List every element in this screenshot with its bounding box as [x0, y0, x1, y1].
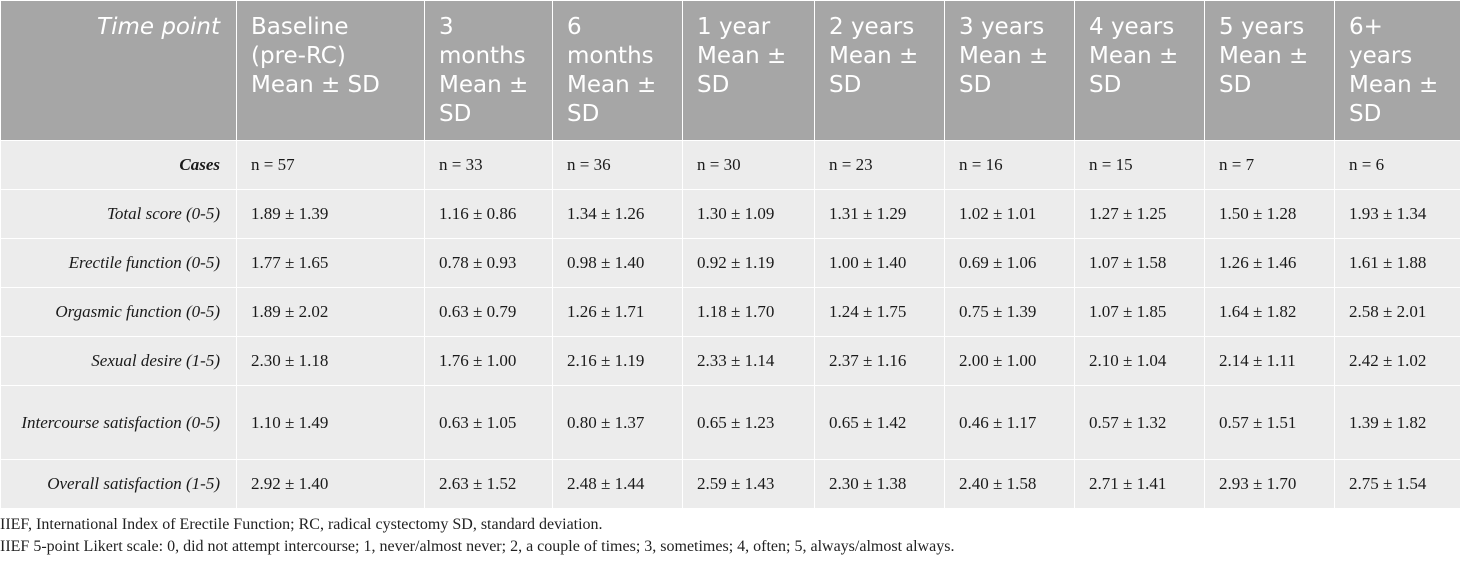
- table-cell: 0.75 ± 1.39: [944, 287, 1075, 337]
- table-cell: 1.64 ± 1.82: [1204, 287, 1335, 337]
- table-cell: 0.65 ± 1.42: [814, 385, 945, 460]
- table-cell: 1.07 ± 1.85: [1074, 287, 1205, 337]
- row-label: Intercourse satisfaction (0-5): [0, 385, 237, 460]
- table-cell: n = 30: [682, 140, 815, 190]
- header-2-years: 2 years Mean ± SD: [814, 0, 945, 141]
- table-cell: 1.27 ± 1.25: [1074, 189, 1205, 239]
- header-3-years: 3 years Mean ± SD: [944, 0, 1075, 141]
- table-row: Sexual desire (1-5) 2.30 ± 1.18 1.76 ± 1.0…: [0, 336, 1460, 386]
- table-row: Total score (0-5) 1.89 ± 1.39 1.16 ± 0.86 1…: [0, 189, 1460, 239]
- table-cell: n = 33: [424, 140, 553, 190]
- table-cell: 2.16 ± 1.19: [552, 336, 683, 386]
- table-cell: 2.63 ± 1.52: [424, 459, 553, 509]
- table-footnotes: IIEF, International Index of Erectile Fu…: [0, 514, 1460, 558]
- table-body: Cases n = 57 n = 33 n = 36 n = 30 n = 23 n = 1…: [0, 140, 1460, 509]
- table-cell: 0.63 ± 1.05: [424, 385, 553, 460]
- table-cell: 1.89 ± 1.39: [236, 189, 425, 239]
- table-cell: 2.37 ± 1.16: [814, 336, 945, 386]
- table-cell: 0.78 ± 0.93: [424, 238, 553, 288]
- header-4-years: 4 years Mean ± SD: [1074, 0, 1205, 141]
- table-cell: 2.30 ± 1.38: [814, 459, 945, 509]
- table-cell: 1.10 ± 1.49: [236, 385, 425, 460]
- table-cell: n = 57: [236, 140, 425, 190]
- header-6-months: 6 months Mean ± SD: [552, 0, 683, 141]
- row-label: Erectile function (0-5): [0, 238, 237, 288]
- table-cell: 1.00 ± 1.40: [814, 238, 945, 288]
- footnote-abbreviations: IIEF, International Index of Erectile Fu…: [0, 516, 603, 533]
- table-cell: 1.18 ± 1.70: [682, 287, 815, 337]
- iief-results-table: Time point Baseline (pre-RC) Mean ± SD 3…: [0, 0, 1460, 509]
- table-cell: 0.98 ± 1.40: [552, 238, 683, 288]
- table-cell: 2.10 ± 1.04: [1074, 336, 1205, 386]
- table-cell: 2.92 ± 1.40: [236, 459, 425, 509]
- table-cell: 1.39 ± 1.82: [1334, 385, 1460, 460]
- table-cell: 0.69 ± 1.06: [944, 238, 1075, 288]
- table-cell: 0.46 ± 1.17: [944, 385, 1075, 460]
- table-cell: 1.31 ± 1.29: [814, 189, 945, 239]
- table-cell: 2.14 ± 1.11: [1204, 336, 1335, 386]
- table-cell: 1.89 ± 2.02: [236, 287, 425, 337]
- table-cell: 2.58 ± 2.01: [1334, 287, 1460, 337]
- table-cell: 2.93 ± 1.70: [1204, 459, 1335, 509]
- table-row: Orgasmic function (0-5) 1.89 ± 2.02 0.63 ±…: [0, 287, 1460, 337]
- table-cell: 2.75 ± 1.54: [1334, 459, 1460, 509]
- table-cell: 0.80 ± 1.37: [552, 385, 683, 460]
- table-cell: n = 16: [944, 140, 1075, 190]
- table-cell: 1.93 ± 1.34: [1334, 189, 1460, 239]
- table-cell: 1.07 ± 1.58: [1074, 238, 1205, 288]
- header-1-year: 1 year Mean ± SD: [682, 0, 815, 141]
- table-cell: 2.40 ± 1.58: [944, 459, 1075, 509]
- row-label: Total score (0-5): [0, 189, 237, 239]
- table-cell: 1.16 ± 0.86: [424, 189, 553, 239]
- table-cell: 2.59 ± 1.43: [682, 459, 815, 509]
- row-label: Cases: [0, 140, 237, 190]
- table-cell: 1.50 ± 1.28: [1204, 189, 1335, 239]
- header-3-months: 3 months Mean ± SD: [424, 0, 553, 141]
- table-cell: 1.30 ± 1.09: [682, 189, 815, 239]
- table-cell: 1.26 ± 1.71: [552, 287, 683, 337]
- table-cell: n = 15: [1074, 140, 1205, 190]
- table-row: Cases n = 57 n = 33 n = 36 n = 30 n = 23 n = 1…: [0, 140, 1460, 190]
- table-row: Erectile function (0-5) 1.77 ± 1.65 0.78 ±…: [0, 238, 1460, 288]
- table-cell: 1.76 ± 1.00: [424, 336, 553, 386]
- table-cell: 2.42 ± 1.02: [1334, 336, 1460, 386]
- table-cell: 0.57 ± 1.32: [1074, 385, 1205, 460]
- header-time-point: Time point: [0, 0, 237, 141]
- table-cell: 1.02 ± 1.01: [944, 189, 1075, 239]
- header-row: Time point Baseline (pre-RC) Mean ± SD 3…: [0, 0, 1460, 141]
- table-cell: 1.61 ± 1.88: [1334, 238, 1460, 288]
- table-cell: 0.63 ± 0.79: [424, 287, 553, 337]
- table-cell: 0.57 ± 1.51: [1204, 385, 1335, 460]
- table-cell: 0.92 ± 1.19: [682, 238, 815, 288]
- header-6-plus-years: 6+ years Mean ± SD: [1334, 0, 1460, 141]
- table-cell: n = 36: [552, 140, 683, 190]
- table-cell: 2.48 ± 1.44: [552, 459, 683, 509]
- table-cell: 1.26 ± 1.46: [1204, 238, 1335, 288]
- table-row: Intercourse satisfaction (0-5) 1.10 ± 1.4…: [0, 385, 1460, 460]
- table-cell: n = 23: [814, 140, 945, 190]
- footnote-likert-scale: IIEF 5-point Likert scale: 0, did not at…: [0, 538, 955, 555]
- table-cell: 2.00 ± 1.00: [944, 336, 1075, 386]
- table-cell: 1.77 ± 1.65: [236, 238, 425, 288]
- table-cell: 2.33 ± 1.14: [682, 336, 815, 386]
- table-cell: 2.30 ± 1.18: [236, 336, 425, 386]
- table-cell: 2.71 ± 1.41: [1074, 459, 1205, 509]
- header-5-years: 5 years Mean ± SD: [1204, 0, 1335, 141]
- table-row: Overall satisfaction (1-5) 2.92 ± 1.40 2.6…: [0, 459, 1460, 509]
- row-label: Orgasmic function (0-5): [0, 287, 237, 337]
- table-cell: 1.34 ± 1.26: [552, 189, 683, 239]
- table-header: Time point Baseline (pre-RC) Mean ± SD 3…: [0, 0, 1460, 141]
- row-label: Overall satisfaction (1-5): [0, 459, 237, 509]
- table-cell: 1.24 ± 1.75: [814, 287, 945, 337]
- table-cell: n = 7: [1204, 140, 1335, 190]
- row-label: Sexual desire (1-5): [0, 336, 237, 386]
- table-cell: n = 6: [1334, 140, 1460, 190]
- table-cell: 0.65 ± 1.23: [682, 385, 815, 460]
- header-baseline: Baseline (pre-RC) Mean ± SD: [236, 0, 425, 141]
